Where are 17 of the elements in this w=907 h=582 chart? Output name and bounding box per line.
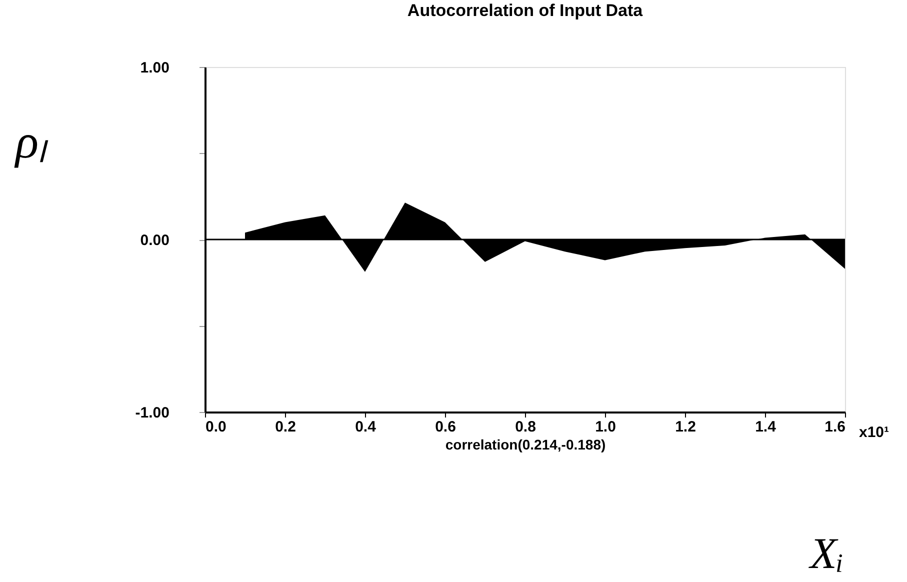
y-tick-label: 1.00 (140, 60, 170, 76)
x-tick-label: 1.2 (675, 418, 696, 436)
x-tick-label: 1.6 (824, 418, 846, 436)
x-tick-label: 0.0 (206, 418, 226, 436)
y-tick-label: -1.00 (135, 404, 170, 422)
x-tick-label: 1.4 (755, 418, 777, 436)
x-tick-label: 0.4 (355, 418, 377, 436)
x-tick-label: 0.8 (515, 418, 536, 436)
x-axis-title: correlation(0.214,-0.188) (445, 436, 606, 452)
y-tick-label: 0.00 (140, 232, 170, 249)
y-axis-title: ρₗ (14, 116, 49, 168)
chart-title: Autocorrelation of Input Data (407, 1, 644, 20)
x-tick-label: 0.2 (275, 418, 296, 436)
x-tick-label: 0.6 (435, 418, 456, 436)
text: x10¹ (859, 424, 890, 441)
text: Xᵢ (808, 529, 844, 578)
x-tick-label: 1.0 (595, 418, 616, 436)
